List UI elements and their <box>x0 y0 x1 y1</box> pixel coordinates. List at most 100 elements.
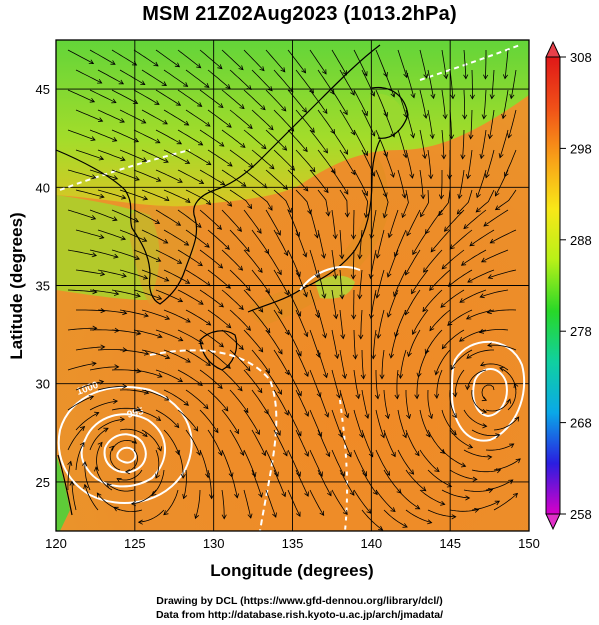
streamline <box>463 489 493 492</box>
streamline <box>133 369 163 378</box>
streamline <box>265 129 287 151</box>
streamline <box>131 489 157 505</box>
streamline-arrowhead <box>469 241 475 247</box>
y-tick-25: 25 <box>36 475 50 490</box>
streamline <box>119 428 148 437</box>
streamline-arrowhead <box>277 269 282 276</box>
streamline-arrowhead <box>390 507 396 513</box>
streamline <box>199 289 224 308</box>
streamline <box>133 49 159 67</box>
streamline <box>243 209 262 234</box>
streamline-arrowhead <box>261 450 267 457</box>
streamline-arrowhead <box>409 173 415 179</box>
streamline-arrowhead <box>157 333 163 339</box>
streamline-arrowhead <box>290 165 296 171</box>
streamline-arrowhead <box>88 395 95 401</box>
streamline-arrowhead <box>259 66 265 72</box>
streamline <box>141 69 167 86</box>
streamline-arrowhead <box>429 285 435 291</box>
streamline-arrowhead <box>487 454 493 460</box>
streamline-arrowhead <box>380 433 385 439</box>
streamline <box>339 429 352 457</box>
streamline-arrowhead <box>460 154 466 160</box>
streamline-arrowhead <box>247 124 253 129</box>
streamline-arrowhead <box>478 328 485 334</box>
streamline-arrowhead <box>124 469 130 475</box>
streamline <box>459 289 487 303</box>
streamline-arrowhead <box>99 193 105 199</box>
streamline <box>273 389 289 416</box>
streamline <box>405 289 421 315</box>
streamline <box>177 49 201 69</box>
streamline <box>295 269 308 297</box>
streamline-arrowhead <box>161 81 168 86</box>
streamline <box>97 69 124 85</box>
streamline-arrowhead <box>100 308 106 314</box>
streamline-arrowhead <box>213 427 219 434</box>
streamline <box>479 329 509 333</box>
streamline <box>75 69 102 84</box>
streamline <box>309 49 327 75</box>
streamline-arrowhead <box>143 350 150 356</box>
streamline-arrowhead <box>374 394 380 400</box>
streamline <box>141 109 168 125</box>
streamline-arrowhead <box>142 195 149 201</box>
streamline <box>485 479 514 491</box>
streamline <box>251 229 269 254</box>
streamline-arrowhead <box>111 98 117 104</box>
streamline-arrowhead <box>258 307 264 313</box>
streamline-arrowhead <box>481 408 488 414</box>
streamline <box>243 369 263 393</box>
streamline <box>317 149 336 174</box>
streamline-arrowhead <box>112 398 119 405</box>
streamline <box>133 129 160 144</box>
streamline-arrowhead <box>387 232 393 239</box>
streamline <box>458 169 465 199</box>
streamline <box>339 149 356 175</box>
streamline-arrowhead <box>494 191 500 197</box>
streamline-arrowhead <box>480 257 487 263</box>
streamline-arrowhead <box>487 342 493 348</box>
streamline-arrowhead <box>156 177 162 182</box>
streamline <box>229 429 244 456</box>
streamline-arrowhead <box>237 386 243 392</box>
streamline-arrowhead <box>402 523 408 528</box>
streamline <box>221 49 244 70</box>
streamline <box>67 169 96 179</box>
streamline-arrowhead <box>370 91 376 97</box>
streamline <box>493 416 520 431</box>
streamline <box>287 169 309 192</box>
streamline <box>406 209 421 236</box>
streamline-arrowhead <box>409 469 415 475</box>
streamline <box>360 309 363 339</box>
streamline-arrowhead <box>390 172 395 178</box>
streamline-arrowhead <box>456 209 462 215</box>
streamline <box>441 129 445 159</box>
streamline-arrowhead <box>225 283 231 289</box>
streamline-arrowhead <box>94 411 100 417</box>
streamline <box>449 469 477 480</box>
streamline <box>243 329 264 353</box>
streamline-arrowhead <box>462 114 468 120</box>
streamline-arrowhead <box>89 97 96 103</box>
streamline <box>111 407 141 411</box>
colorbar-tick-288: 288 <box>570 233 592 248</box>
streamline <box>119 309 149 317</box>
streamline <box>405 69 415 98</box>
colorbar-tick-298: 298 <box>570 141 592 156</box>
streamline-arrowhead <box>406 414 411 420</box>
streamline <box>485 50 487 79</box>
streamline <box>449 109 453 139</box>
streamline <box>405 249 421 276</box>
streamline-arrowhead <box>423 73 429 79</box>
streamline <box>251 189 273 211</box>
streamline-arrowhead <box>339 294 345 300</box>
x-tick-145: 145 <box>439 536 461 551</box>
streamline <box>475 189 495 213</box>
streamline-arrowhead <box>481 396 488 402</box>
streamline-arrowhead <box>120 156 126 162</box>
streamline <box>111 129 139 143</box>
streamline <box>397 489 420 510</box>
streamline-arrowhead <box>122 310 128 316</box>
streamline <box>466 349 494 359</box>
